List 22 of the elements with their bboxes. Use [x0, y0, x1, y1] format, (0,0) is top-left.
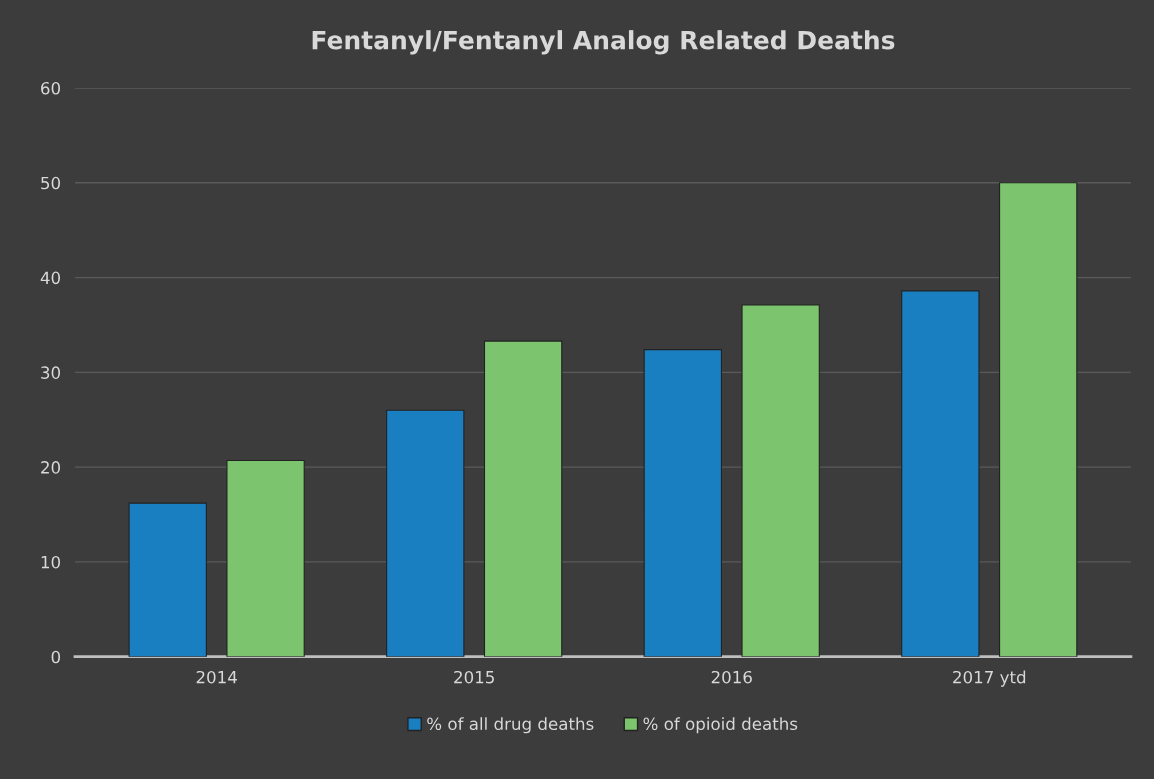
bar [483, 340, 563, 657]
bar [999, 182, 1078, 657]
x-tick-label: 2014 [196, 670, 237, 684]
chart-title: Fentanyl/Fentanyl Analog Related Deaths [312, 30, 895, 55]
y-tick-label: 50 [41, 176, 61, 190]
y-tick-label: 40 [40, 271, 61, 285]
bar [643, 349, 722, 657]
x-tick-label: 2017 ytd [953, 670, 1026, 687]
x-tick-label: 2015 [454, 670, 494, 684]
legend-label: % of opioid deaths [643, 717, 798, 734]
bar [128, 502, 207, 657]
y-tick-label: 20 [41, 461, 61, 474]
legend-label: % of all drug deaths [427, 717, 594, 734]
y-tick-label: 0 [51, 650, 61, 664]
bar [741, 304, 820, 657]
y-tick-label: 60 [41, 81, 61, 95]
bar [226, 459, 305, 657]
bar [901, 290, 980, 657]
y-tick-label: 30 [41, 366, 61, 379]
y-tick-label: 10 [41, 555, 61, 569]
x-tick-label: 2016 [711, 670, 752, 684]
bar [386, 409, 465, 657]
